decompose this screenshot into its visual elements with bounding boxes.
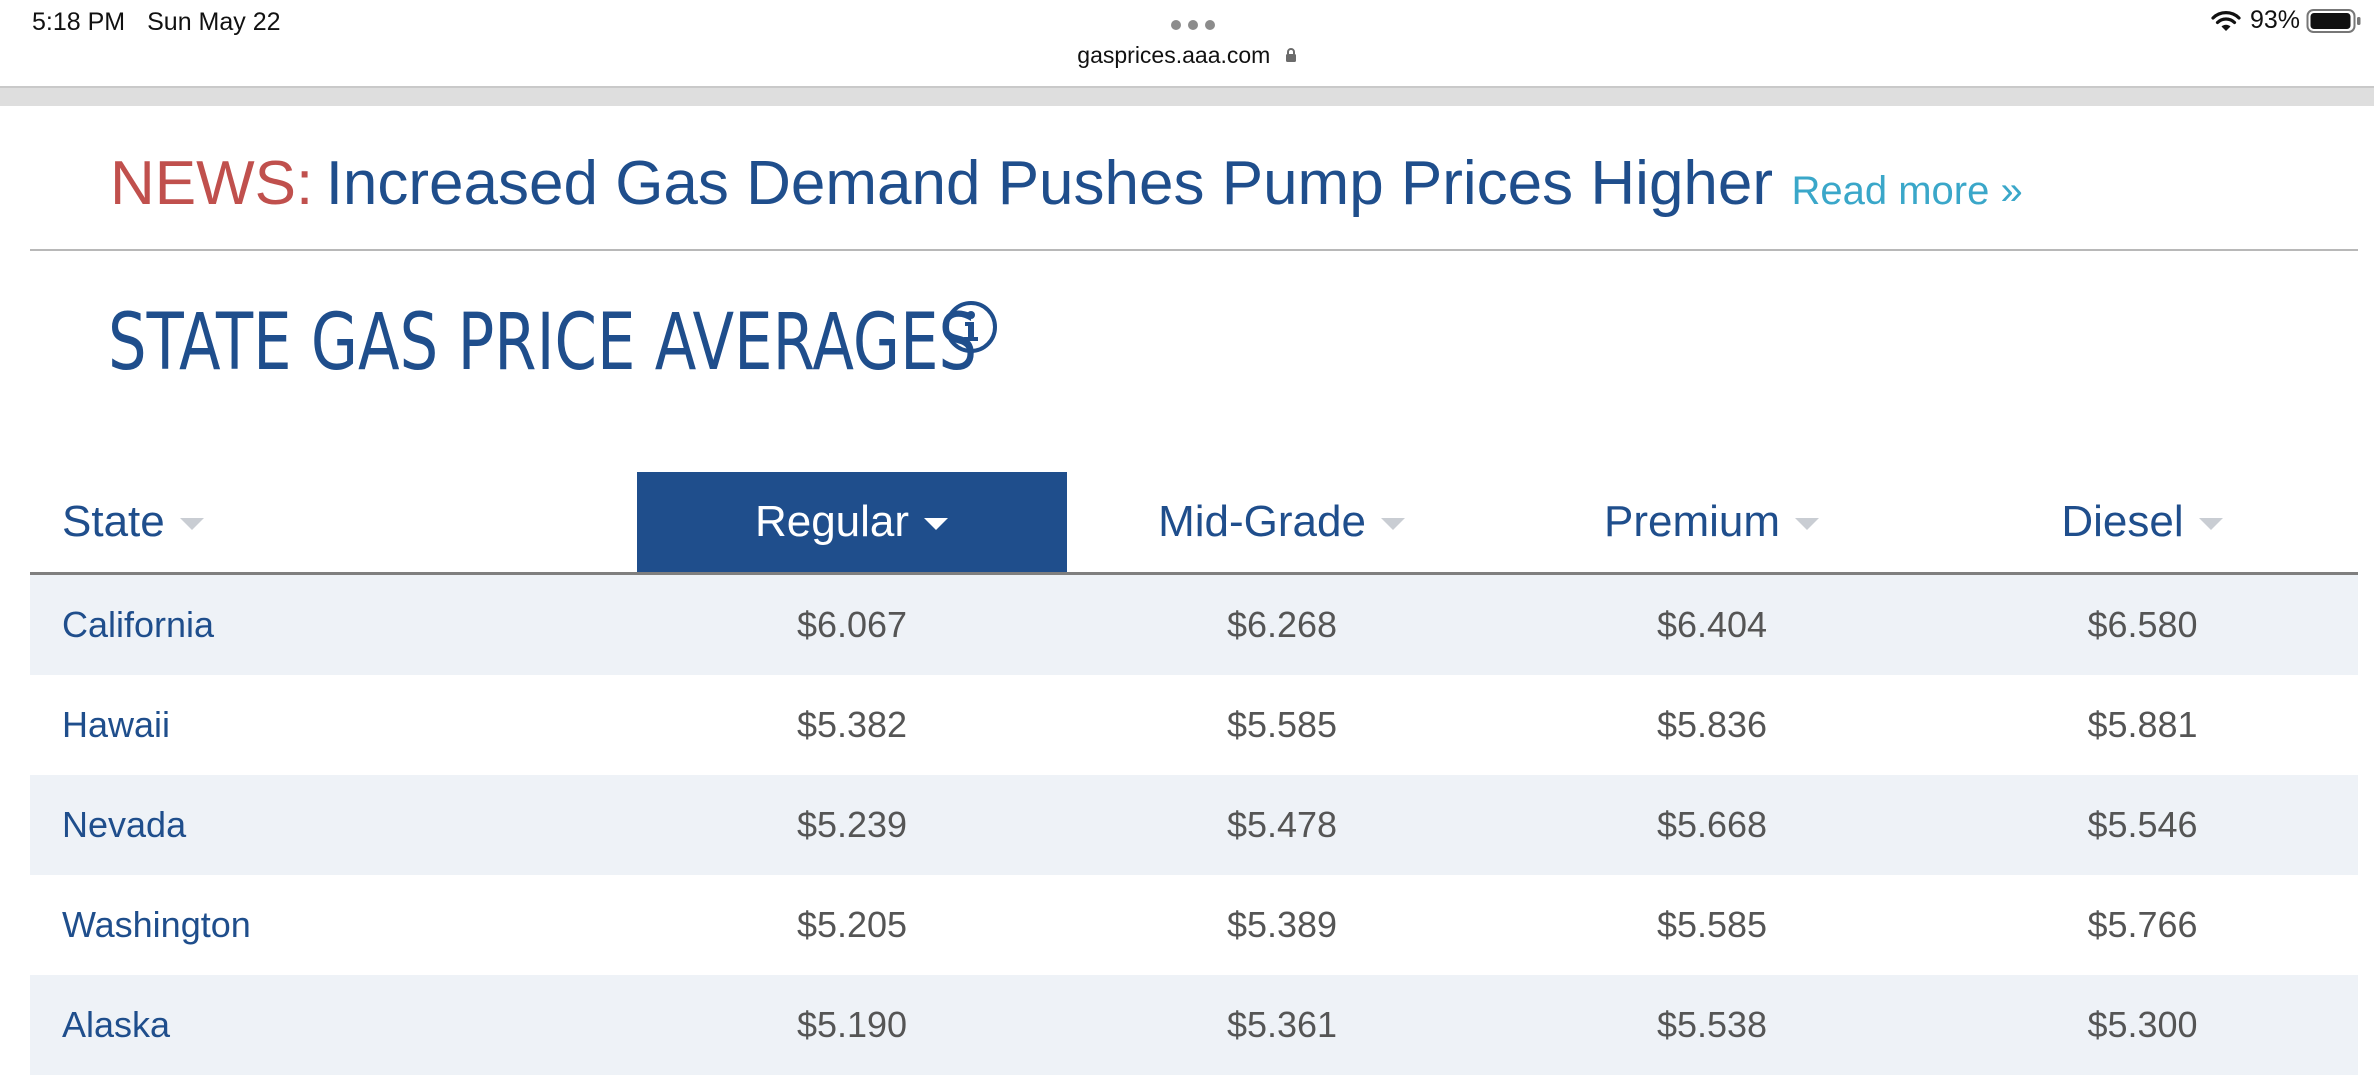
news-banner: NEWS: Increased Gas Demand Pushes Pump P… bbox=[110, 148, 2023, 219]
column-header-label: Diesel bbox=[2061, 497, 2184, 546]
toolbar-divider bbox=[0, 86, 2374, 88]
diesel-price: $5.300 bbox=[2087, 1004, 2198, 1045]
sort-caret-icon bbox=[1380, 518, 1405, 530]
sort-caret-icon bbox=[924, 518, 949, 530]
column-header-label: State bbox=[62, 497, 165, 546]
diesel-price: $5.766 bbox=[2087, 904, 2198, 945]
sort-caret-icon bbox=[179, 518, 204, 530]
premium-price: $5.668 bbox=[1656, 804, 1768, 845]
mid-grade-price: $5.478 bbox=[1226, 804, 1338, 845]
column-header-regular[interactable]: Regular bbox=[637, 472, 1067, 572]
regular-price: $5.239 bbox=[796, 804, 908, 845]
diesel-price: $6.580 bbox=[2087, 604, 2198, 645]
state-link[interactable]: Nevada bbox=[62, 804, 187, 845]
mid-grade-price: $5.585 bbox=[1226, 704, 1338, 745]
status-date: Sun May 22 bbox=[147, 8, 281, 36]
column-header-diesel[interactable]: Diesel bbox=[1927, 472, 2358, 572]
column-header-label: Mid-Grade bbox=[1158, 497, 1366, 546]
table-body: California $6.067 $6.268 $6.404 $6.580 H… bbox=[30, 575, 2358, 1075]
mid-grade-price: $5.389 bbox=[1226, 904, 1338, 945]
sort-caret-icon bbox=[2198, 518, 2223, 530]
section-title: STATE GAS PRICE AVERAGES bbox=[108, 298, 978, 388]
column-header-mid-grade[interactable]: Mid-Grade bbox=[1067, 472, 1497, 572]
multitasking-dots[interactable] bbox=[1171, 20, 1215, 30]
state-price-table: State Regular Mid-Grade Premium Diesel C… bbox=[30, 472, 2358, 1075]
mid-grade-price: $5.361 bbox=[1226, 1004, 1338, 1045]
lock-icon bbox=[1285, 47, 1296, 62]
table-row: Hawaii $5.382 $5.585 $5.836 $5.881 bbox=[30, 675, 2358, 775]
status-time-date: 5:18 PM Sun May 22 bbox=[32, 8, 281, 37]
regular-price: $5.190 bbox=[796, 1004, 908, 1045]
diesel-price: $5.881 bbox=[2087, 704, 2198, 745]
state-link[interactable]: Alaska bbox=[62, 1004, 171, 1045]
state-link[interactable]: California bbox=[62, 604, 215, 645]
news-divider bbox=[30, 249, 2358, 251]
diesel-price: $5.546 bbox=[2087, 804, 2198, 845]
table-header: State Regular Mid-Grade Premium Diesel bbox=[30, 472, 2358, 575]
mid-grade-price: $6.268 bbox=[1226, 604, 1338, 645]
info-icon[interactable] bbox=[944, 300, 998, 354]
sort-caret-icon bbox=[1795, 518, 1820, 530]
status-time: 5:18 PM bbox=[32, 8, 126, 36]
premium-price: $6.404 bbox=[1656, 604, 1768, 645]
toolbar-band bbox=[0, 88, 2374, 106]
premium-price: $5.585 bbox=[1656, 904, 1768, 945]
battery-percent: 93% bbox=[2249, 6, 2300, 34]
column-header-state[interactable]: State bbox=[30, 472, 450, 572]
state-link[interactable]: Hawaii bbox=[62, 704, 171, 745]
regular-price: $5.382 bbox=[796, 704, 908, 745]
table-row: Nevada $5.239 $5.478 $5.668 $5.546 bbox=[30, 775, 2358, 875]
table-row: Alaska $5.190 $5.361 $5.538 $5.300 bbox=[30, 975, 2358, 1075]
read-more-link[interactable]: Read more » bbox=[1791, 169, 2023, 213]
address-bar[interactable]: gasprices.aaa.com bbox=[0, 42, 2374, 69]
news-label: NEWS: bbox=[110, 149, 314, 218]
state-link[interactable]: Washington bbox=[62, 904, 251, 945]
premium-price: $5.538 bbox=[1656, 1004, 1768, 1045]
status-right: 93% bbox=[2210, 6, 2362, 35]
status-bar: 5:18 PM Sun May 22 gasprices.aaa.com 93% bbox=[0, 0, 2374, 86]
battery-icon bbox=[2306, 8, 2361, 33]
column-header-label: Regular bbox=[754, 497, 910, 546]
news-headline[interactable]: Increased Gas Demand Pushes Pump Prices … bbox=[325, 149, 1774, 218]
column-header-premium[interactable]: Premium bbox=[1497, 472, 1927, 572]
url-text[interactable]: gasprices.aaa.com bbox=[1077, 42, 1271, 68]
regular-price: $6.067 bbox=[796, 604, 908, 645]
wifi-icon bbox=[2211, 10, 2241, 31]
premium-price: $5.836 bbox=[1656, 704, 1768, 745]
table-row: California $6.067 $6.268 $6.404 $6.580 bbox=[30, 575, 2358, 675]
regular-price: $5.205 bbox=[796, 904, 908, 945]
column-header-label: Premium bbox=[1603, 497, 1781, 546]
table-row: Washington $5.205 $5.389 $5.585 $5.766 bbox=[30, 875, 2358, 975]
